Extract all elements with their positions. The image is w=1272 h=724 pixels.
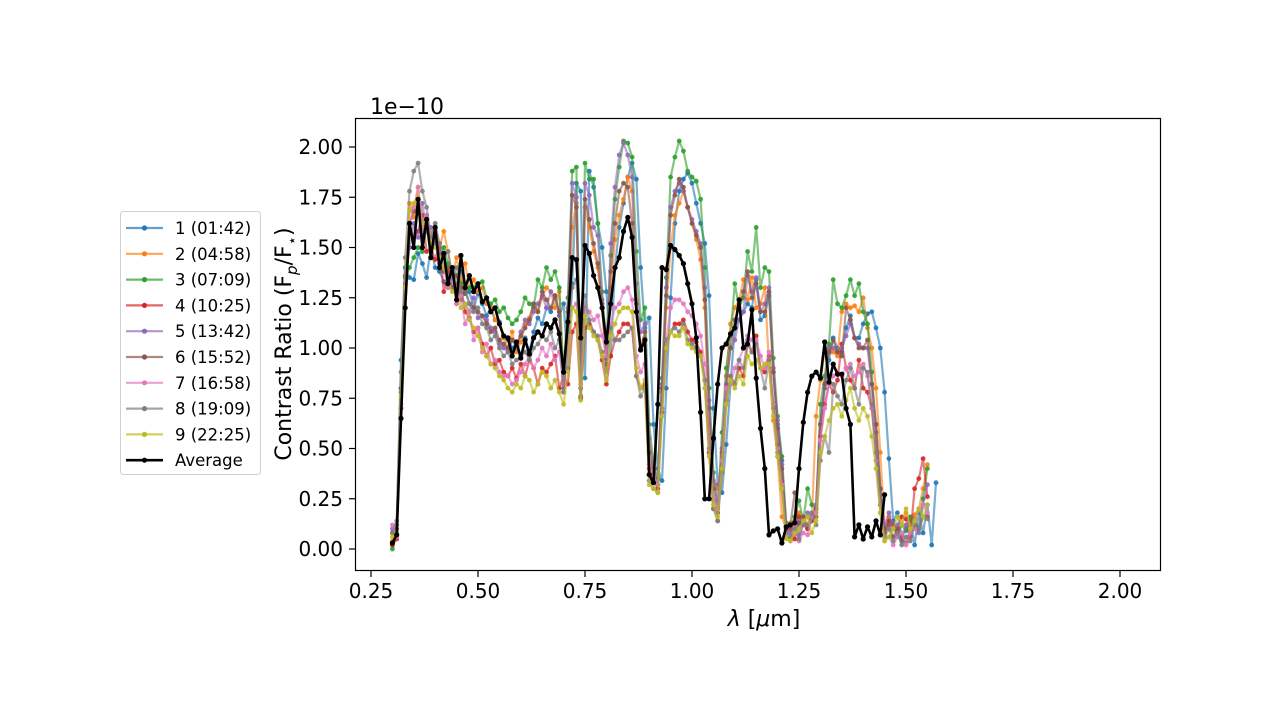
legend-marker-icon [141, 457, 148, 463]
y-tick-label: 0.00 [298, 537, 343, 561]
legend-item: 8 (19:09) [126, 400, 251, 419]
legend-marker-icon [141, 406, 148, 412]
plot-series [389, 138, 939, 552]
x-axis-label: λ [μm] [727, 607, 801, 632]
legend-item: 6 (15:52) [126, 348, 251, 367]
legend-item: 1 (01:42) [126, 219, 251, 238]
legend-label: 7 (16:58) [175, 374, 251, 393]
legend-item: 3 (07:09) [126, 271, 251, 290]
series-line [390, 194, 930, 544]
y-offset-label: 1e−10 [370, 95, 444, 120]
y-tick-label: 1.75 [298, 185, 343, 209]
plot-frame [354, 117, 1162, 572]
legend-label: Average [175, 451, 243, 470]
y-tick-label: 1.25 [298, 286, 343, 310]
legend-marker-icon [141, 354, 148, 360]
y-tick-label: 2.00 [298, 135, 343, 159]
y-axis-label: Contrast Ratio (Fp/F⋆) [272, 227, 301, 460]
legend-label: 5 (13:42) [175, 322, 251, 341]
legend-marker-icon [141, 380, 148, 386]
y-tick-label: 0.25 [298, 487, 343, 511]
x-tick-label: 0.75 [563, 579, 608, 603]
y-tick-label: 1.00 [298, 336, 343, 360]
x-tick-label: 0.50 [456, 579, 501, 603]
legend-item: 2 (04:58) [126, 245, 251, 264]
legend-marker-icon [141, 328, 148, 334]
y-axis: 0.00 0.25 0.50 0.75 1.00 1.25 1.50 1.75 2.00 [298, 135, 356, 561]
legend: 1 (01:42) 2 (04:58) 3 (07:09) 4 (10:25) 5 (1… [120, 211, 261, 475]
x-tick-label: 1.00 [670, 579, 715, 603]
legend-marker-icon [141, 251, 148, 257]
legend-item: 9 (22:25) [126, 425, 251, 444]
series-average [389, 196, 888, 546]
legend-label: 9 (22:25) [175, 425, 251, 444]
x-tick-label: 2.00 [1098, 579, 1143, 603]
y-tick-label: 1.50 [298, 236, 343, 260]
series-line [390, 212, 930, 548]
x-tick-label: 0.25 [349, 579, 394, 603]
legend-marker-icon [141, 277, 148, 283]
legend-marker-icon [141, 225, 148, 231]
legend-marker-icon [141, 431, 148, 437]
legend-label: 2 (04:58) [175, 245, 251, 264]
legend-label: 1 (01:42) [175, 219, 251, 238]
legend-marker-icon [141, 302, 148, 308]
x-tick-label: 1.75 [991, 579, 1036, 603]
x-tick-label: 1.25 [777, 579, 822, 603]
legend-item: Average [126, 451, 243, 470]
legend-label: 3 (07:09) [175, 271, 251, 290]
legend-label: 4 (10:25) [175, 296, 251, 315]
legend-item: 4 (10:25) [126, 296, 251, 315]
legend-item: 7 (16:58) [126, 374, 251, 393]
legend-item: 5 (13:42) [126, 322, 251, 341]
x-tick-label: 1.50 [884, 579, 929, 603]
y-tick-label: 0.50 [298, 437, 343, 461]
x-axis: 0.25 0.50 0.75 1.00 1.25 1.50 1.75 2.00 [349, 570, 1143, 603]
legend-label: 6 (15:52) [175, 348, 251, 367]
y-tick-label: 0.75 [298, 386, 343, 410]
legend-label: 8 (19:09) [175, 400, 251, 419]
